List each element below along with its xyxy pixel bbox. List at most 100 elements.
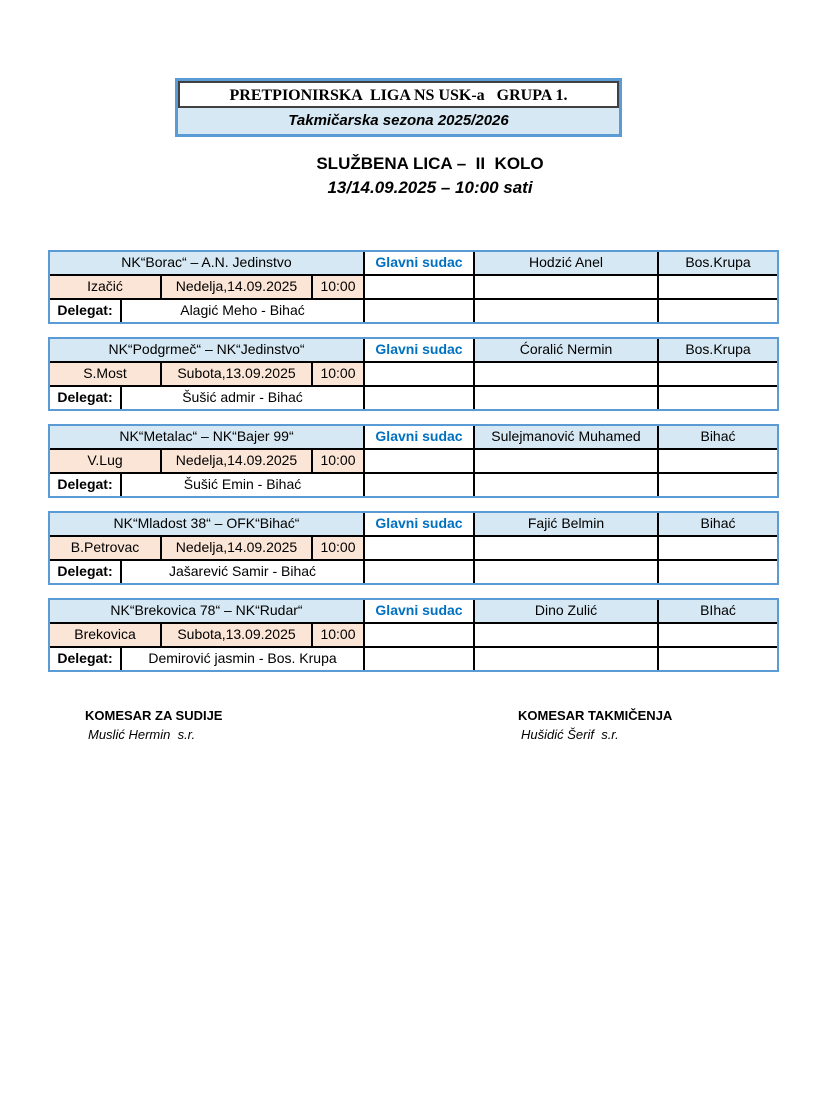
empty-cell (659, 363, 777, 385)
empty-cell (365, 537, 475, 559)
delegat-label: Delegat: (50, 648, 122, 670)
empty-cell (475, 363, 659, 385)
referee-city: BIhać (659, 600, 777, 622)
empty-cell (475, 300, 659, 322)
round-heading-line1: SLUŽBENA LICA – II KOLO (316, 154, 544, 173)
match-teams: NK“Mladost 38“ – OFK“Bihać“ (50, 513, 365, 535)
empty-cell (659, 648, 777, 670)
match-time: 10:00 (313, 624, 365, 646)
referee-city: Bihać (659, 513, 777, 535)
table-row: Delegat: Demirović jasmin - Bos. Krupa (50, 648, 777, 670)
match-tables: NK“Borac“ – A.N. Jedinstvo Glavni sudac … (48, 250, 779, 685)
match-date: Subota,13.09.2025 (162, 363, 313, 385)
empty-cell (659, 387, 777, 409)
match-teams: NK“Podgrmeč“ – NK“Jedinstvo“ (50, 339, 365, 361)
match-venue: Izačić (50, 276, 162, 298)
commissioner-competition-name: Hušidić Šerif s.r. (521, 727, 619, 742)
match-time: 10:00 (313, 363, 365, 385)
glavni-sudac-label: Glavni sudac (365, 252, 475, 274)
round-heading-line2: 13/14.09.2025 – 10:00 sati (327, 178, 533, 197)
table-row: S.Most Subota,13.09.2025 10:00 (50, 363, 777, 387)
match-venue: S.Most (50, 363, 162, 385)
match-time: 10:00 (313, 450, 365, 472)
empty-cell (365, 387, 475, 409)
commissioner-competition-title: KOMESAR TAKMIČENJA (518, 708, 673, 723)
delegat-label: Delegat: (50, 561, 122, 583)
glavni-sudac-label: Glavni sudac (365, 339, 475, 361)
table-row: NK“Mladost 38“ – OFK“Bihać“ Glavni sudac… (50, 513, 777, 537)
empty-cell (659, 300, 777, 322)
commissioner-referees-title: KOMESAR ZA SUDIJE (85, 708, 223, 723)
match-table-2: NK“Podgrmeč“ – NK“Jedinstvo“ Glavni suda… (48, 337, 779, 411)
match-table-4: NK“Mladost 38“ – OFK“Bihać“ Glavni sudac… (48, 511, 779, 585)
delegat-label: Delegat: (50, 474, 122, 496)
table-row: V.Lug Nedelja,14.09.2025 10:00 (50, 450, 777, 474)
referee-name: Hodzić Anel (475, 252, 659, 274)
delegat-label: Delegat: (50, 300, 122, 322)
table-row: NK“Podgrmeč“ – NK“Jedinstvo“ Glavni suda… (50, 339, 777, 363)
match-date: Subota,13.09.2025 (162, 624, 313, 646)
glavni-sudac-label: Glavni sudac (365, 513, 475, 535)
delegat-label: Delegat: (50, 387, 122, 409)
delegate-name: Demirović jasmin - Bos. Krupa (122, 648, 365, 670)
table-row: Izačić Nedelja,14.09.2025 10:00 (50, 276, 777, 300)
empty-cell (475, 276, 659, 298)
match-table-3: NK“Metalac“ – NK“Bajer 99“ Glavni sudac … (48, 424, 779, 498)
match-venue: Brekovica (50, 624, 162, 646)
table-row: NK“Metalac“ – NK“Bajer 99“ Glavni sudac … (50, 426, 777, 450)
table-row: Delegat: Alagić Meho - Bihać (50, 300, 777, 322)
commissioner-referees-name: Muslić Hermin s.r. (88, 727, 196, 742)
table-row: Delegat: Jašarević Samir - Bihać (50, 561, 777, 583)
empty-cell (659, 561, 777, 583)
empty-cell (659, 537, 777, 559)
empty-cell (365, 276, 475, 298)
table-row: NK“Borac“ – A.N. Jedinstvo Glavni sudac … (50, 252, 777, 276)
empty-cell (659, 276, 777, 298)
empty-cell (365, 648, 475, 670)
empty-cell (365, 624, 475, 646)
match-date: Nedelja,14.09.2025 (162, 537, 313, 559)
match-venue: B.Petrovac (50, 537, 162, 559)
league-header-box: PRETPIONIRSKA LIGA NS USK-a GRUPA 1. Tak… (175, 78, 622, 137)
empty-cell (659, 474, 777, 496)
round-heading: SLUŽBENA LICA – II KOLO 13/14.09.2025 – … (0, 152, 835, 200)
referee-city: Bihać (659, 426, 777, 448)
match-table-1: NK“Borac“ – A.N. Jedinstvo Glavni sudac … (48, 250, 779, 324)
table-row: Brekovica Subota,13.09.2025 10:00 (50, 624, 777, 648)
empty-cell (475, 648, 659, 670)
match-table-5: NK“Brekovica 78“ – NK“Rudar“ Glavni suda… (48, 598, 779, 672)
empty-cell (475, 537, 659, 559)
empty-cell (659, 450, 777, 472)
empty-cell (475, 387, 659, 409)
empty-cell (365, 561, 475, 583)
match-date: Nedelja,14.09.2025 (162, 450, 313, 472)
delegate-name: Jašarević Samir - Bihać (122, 561, 365, 583)
table-row: Delegat: Šušić Emin - Bihać (50, 474, 777, 496)
match-teams: NK“Brekovica 78“ – NK“Rudar“ (50, 600, 365, 622)
referee-city: Bos.Krupa (659, 339, 777, 361)
empty-cell (659, 624, 777, 646)
match-time: 10:00 (313, 276, 365, 298)
match-teams: NK“Metalac“ – NK“Bajer 99“ (50, 426, 365, 448)
empty-cell (475, 450, 659, 472)
referee-name: Dino Zulić (475, 600, 659, 622)
referee-name: Sulejmanović Muhamed (475, 426, 659, 448)
table-row: NK“Brekovica 78“ – NK“Rudar“ Glavni suda… (50, 600, 777, 624)
glavni-sudac-label: Glavni sudac (365, 600, 475, 622)
empty-cell (475, 474, 659, 496)
empty-cell (365, 300, 475, 322)
league-title: PRETPIONIRSKA LIGA NS USK-a GRUPA 1. (178, 81, 619, 108)
delegate-name: Alagić Meho - Bihać (122, 300, 365, 322)
season-subtitle: Takmičarska sezona 2025/2026 (178, 108, 619, 134)
empty-cell (365, 450, 475, 472)
match-venue: V.Lug (50, 450, 162, 472)
empty-cell (365, 474, 475, 496)
match-date: Nedelja,14.09.2025 (162, 276, 313, 298)
table-row: Delegat: Šušić admir - Bihać (50, 387, 777, 409)
empty-cell (475, 561, 659, 583)
match-teams: NK“Borac“ – A.N. Jedinstvo (50, 252, 365, 274)
delegate-name: Šušić admir - Bihać (122, 387, 365, 409)
referee-name: Fajić Belmin (475, 513, 659, 535)
commissioner-competition-block: KOMESAR TAKMIČENJA Hušidić Šerif s.r. (518, 706, 672, 744)
